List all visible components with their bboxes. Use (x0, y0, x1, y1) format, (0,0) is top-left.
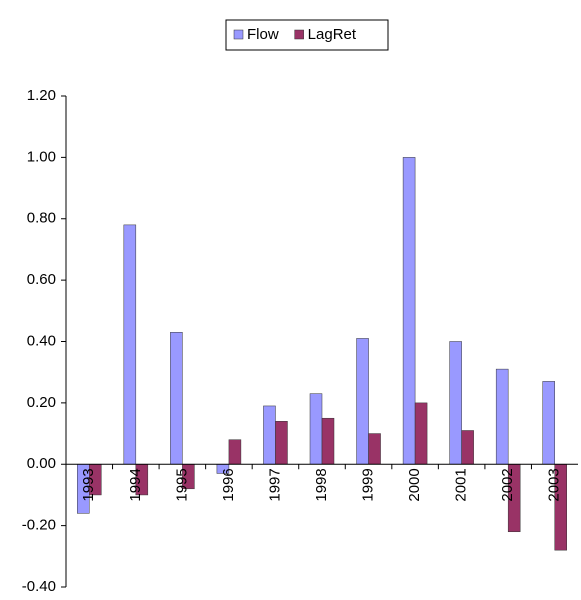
y-tick-label: 0.20 (27, 394, 56, 411)
x-tick-label: 1994 (127, 468, 144, 501)
x-tick-label: 2002 (499, 468, 516, 501)
bar (402, 157, 416, 465)
legend-swatch (294, 29, 304, 40)
legend-label: LagRet (308, 26, 357, 43)
y-tick-label: 1.00 (27, 148, 56, 165)
bar (321, 417, 335, 465)
y-tick-label: 0.80 (27, 210, 56, 227)
bar (461, 430, 474, 465)
bar (495, 368, 509, 465)
x-tick-label: 2001 (453, 468, 470, 501)
x-tick-label: 1995 (173, 468, 190, 501)
y-tick-label: -0.40 (22, 578, 56, 595)
x-tick-label: 1993 (80, 468, 97, 501)
y-tick-label: 0.00 (27, 455, 56, 472)
bar (542, 381, 555, 465)
bar (368, 433, 381, 465)
y-tick-label: 0.40 (27, 332, 56, 349)
bar (263, 405, 276, 465)
bar (123, 224, 137, 465)
bar (356, 338, 369, 465)
bar (449, 341, 462, 465)
x-tick-label: 1997 (266, 468, 283, 501)
bar (414, 402, 428, 465)
x-tick-label: 1998 (313, 468, 330, 501)
x-tick-label: 1996 (220, 468, 237, 501)
x-tick-label: 1999 (360, 468, 377, 501)
legend-box (225, 19, 389, 51)
legend-swatch (233, 29, 244, 40)
y-tick-label: -0.20 (22, 517, 56, 534)
bar (309, 393, 323, 465)
bar (170, 332, 183, 465)
y-tick-label: 1.20 (27, 87, 56, 104)
x-tick-label: 2000 (406, 468, 423, 501)
y-tick-label: 0.60 (27, 271, 56, 288)
legend-label: Flow (247, 26, 279, 43)
bar (228, 439, 242, 465)
bar (275, 421, 288, 465)
x-tick-label: 2003 (546, 468, 563, 501)
